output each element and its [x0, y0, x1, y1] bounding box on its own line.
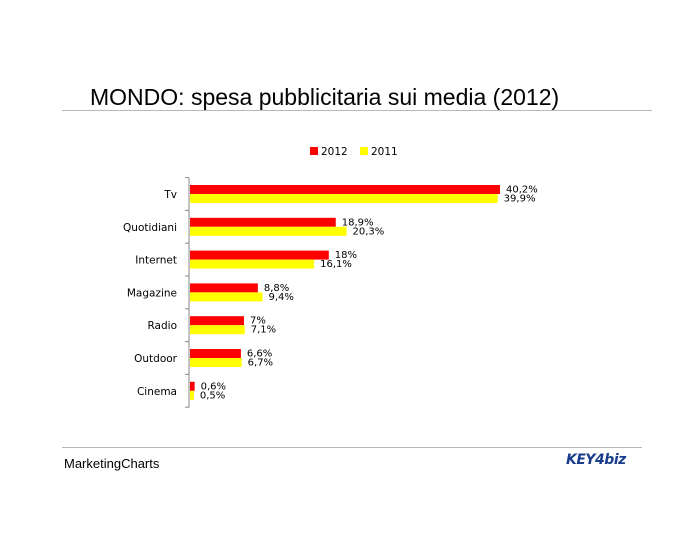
legend-swatch-2012 — [310, 147, 318, 155]
data-label-2011-quotidiani: 20,3% — [353, 226, 385, 237]
bar-2011-internet — [190, 259, 315, 269]
category-label-outdoor: Outdoor — [134, 353, 178, 365]
chart-bars: 40,2%39,9% 18,9%20,3% 18%16,1% 8,8%9,4% 7%7,… — [190, 185, 538, 401]
chart-legend: 2012 2011 — [310, 146, 398, 158]
data-label-2012-outdoor: 6,6% — [247, 349, 272, 360]
bar-2011-tv — [190, 194, 498, 203]
chart-axis: Tv Quotidiani Internet Magazine Radio Outdoor… — [123, 177, 190, 408]
bar-chart: 2012 2011 40,2%39,9% 18,9%20,3% 18%16,1% 8,8… — [123, 146, 538, 408]
category-label-quotidiani: Quotidiani — [123, 222, 177, 234]
page-title: MONDO: spesa pubblicitaria sui media (20… — [90, 84, 560, 110]
data-label-2011-magazine: 9,4% — [268, 292, 293, 303]
data-label-2012-quotidiani: 18,9% — [342, 217, 374, 228]
category-label-magazine: Magazine — [127, 287, 177, 299]
data-label-2011-tv: 39,9% — [504, 194, 536, 205]
bar-2012-radio — [190, 316, 244, 326]
bar-2011-quotidiani — [190, 226, 347, 236]
data-label-2011-cinema: 0,5% — [200, 390, 225, 401]
legend-swatch-2011 — [360, 147, 368, 155]
bar-2012-tv — [190, 185, 500, 194]
bar-2012-outdoor — [190, 349, 241, 358]
bar-2012-cinema — [190, 381, 195, 391]
category-label-tv: Tv — [163, 189, 177, 201]
data-label-2012-radio: 7% — [250, 316, 266, 327]
bar-2012-magazine — [190, 283, 258, 293]
legend-label-2012: 2012 — [321, 146, 348, 158]
bar-2012-internet — [190, 250, 329, 260]
footer-divider — [62, 447, 642, 448]
data-label-2011-radio: 7,1% — [251, 325, 276, 336]
data-label-2012-cinema: 0,6% — [201, 381, 226, 392]
data-label-2012-internet: 18% — [335, 250, 357, 261]
category-label-radio: Radio — [147, 320, 177, 332]
key4biz-logo: KEY4biz — [566, 452, 626, 468]
legend-label-2011: 2011 — [371, 146, 398, 158]
title-divider — [62, 110, 652, 111]
data-label-2012-tv: 40,2% — [506, 185, 538, 196]
category-label-cinema: Cinema — [137, 386, 177, 398]
data-label-2012-magazine: 8,8% — [264, 283, 289, 294]
bar-2011-magazine — [190, 292, 263, 302]
source-label: MarketingCharts — [64, 456, 160, 471]
bar-2012-quotidiani — [190, 217, 336, 227]
category-label-internet: Internet — [135, 255, 177, 267]
bar-2011-radio — [190, 325, 245, 335]
data-label-2011-outdoor: 6,7% — [248, 358, 273, 369]
bar-2011-cinema — [190, 390, 194, 400]
bar-2011-outdoor — [190, 358, 242, 367]
data-label-2011-internet: 16,1% — [320, 259, 352, 270]
